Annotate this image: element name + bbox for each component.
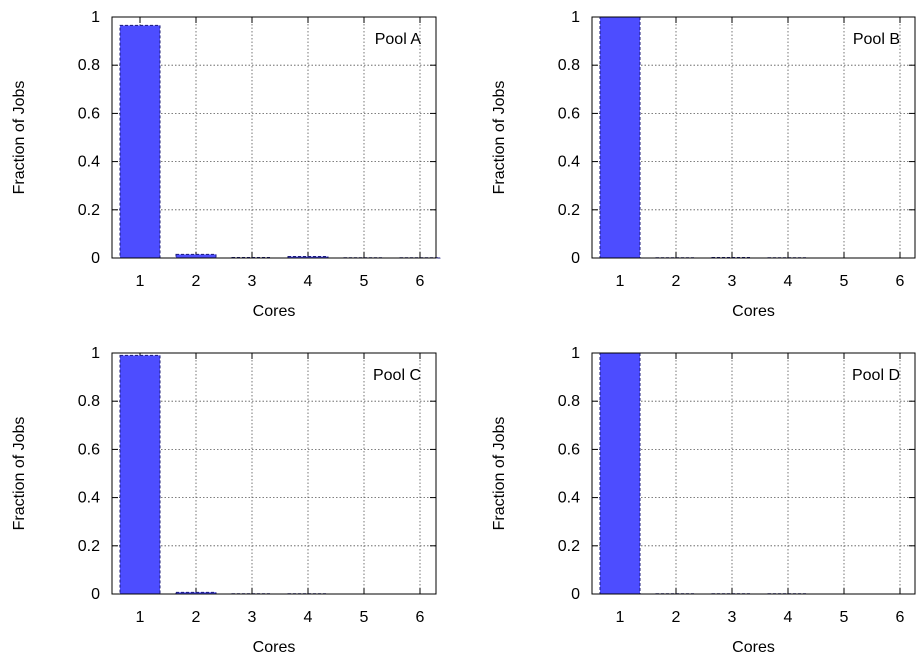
x-tick-label: 2 <box>672 609 681 626</box>
x-tick-label: 2 <box>192 609 201 626</box>
plot-frame <box>111 16 437 259</box>
bar-cores-1 <box>119 24 161 259</box>
x-tick-label: 6 <box>896 273 905 290</box>
x-tick-label: 1 <box>136 609 145 626</box>
x-tick-label: 5 <box>360 609 369 626</box>
x-tick-label: 2 <box>192 273 201 290</box>
y-tick-label: 0.8 <box>78 57 100 74</box>
plot-frame <box>591 352 916 595</box>
y-tick-label: 0.4 <box>558 154 580 171</box>
plot-frame <box>111 352 437 595</box>
y-tick-label: 0.6 <box>558 441 580 458</box>
series-key-label: Pool A <box>375 31 422 48</box>
y-axis-label: Fraction of Jobs <box>491 81 508 195</box>
y-tick-label: 0.4 <box>78 154 100 171</box>
y-tick-label: 0.8 <box>558 393 580 410</box>
y-tick-label: 0.6 <box>78 105 100 122</box>
bar-cores-1 <box>119 354 161 595</box>
y-tick-label: 0.8 <box>78 393 100 410</box>
x-tick-label: 4 <box>304 273 313 290</box>
chart-panel-pool-a: 0 0.2 0.4 0.6 0.8 1 1 2 3 4 5 6 Pool A Cores Fraction … <box>11 9 441 320</box>
y-tick-label: 0 <box>571 250 580 267</box>
y-tick-label: 1 <box>91 345 100 362</box>
x-tick-label: 4 <box>304 609 313 626</box>
series-key-label: Pool D <box>852 367 900 384</box>
x-tick-label: 4 <box>784 609 793 626</box>
x-tick-label: 1 <box>616 609 625 626</box>
y-tick-label: 0.2 <box>558 202 580 219</box>
x-tick-label: 5 <box>840 609 849 626</box>
y-tick-label: 0.8 <box>558 57 580 74</box>
y-tick-label: 0 <box>91 586 100 603</box>
x-tick-label: 3 <box>728 609 737 626</box>
x-axis-label: Cores <box>732 303 775 320</box>
y-axis-label: Fraction of Jobs <box>491 417 508 531</box>
bar-cores-1 <box>599 352 641 595</box>
y-tick-label: 0.4 <box>78 490 100 507</box>
y-tick-label: 0.2 <box>78 538 100 555</box>
x-axis-label: Cores <box>732 639 775 656</box>
bar-cores-1 <box>599 16 641 259</box>
chart-panel-pool-c: 0 0.2 0.4 0.6 0.8 1 1 2 3 4 5 6 Pool C Cores Fraction … <box>11 345 437 656</box>
y-tick-label: 0 <box>91 250 100 267</box>
y-tick-label: 0.6 <box>78 441 100 458</box>
series-key-label: Pool B <box>853 31 900 48</box>
x-tick-label: 3 <box>728 273 737 290</box>
y-tick-label: 1 <box>91 9 100 26</box>
chart-panel-pool-b: 0 0.2 0.4 0.6 0.8 1 1 2 3 4 5 6 Pool B Cores Fraction … <box>491 9 916 320</box>
y-tick-label: 1 <box>571 9 580 26</box>
x-axis-label: Cores <box>253 303 296 320</box>
y-tick-label: 0.4 <box>558 490 580 507</box>
x-tick-label: 3 <box>248 273 257 290</box>
bar-cores-2 <box>175 253 217 259</box>
y-tick-label: 0.2 <box>78 202 100 219</box>
x-tick-label: 6 <box>416 273 425 290</box>
y-axis-label: Fraction of Jobs <box>11 417 28 531</box>
x-tick-label: 5 <box>360 273 369 290</box>
x-tick-label: 1 <box>616 273 625 290</box>
x-tick-label: 1 <box>136 273 145 290</box>
x-tick-label: 4 <box>784 273 793 290</box>
y-tick-label: 0.6 <box>558 105 580 122</box>
x-tick-label: 6 <box>416 609 425 626</box>
x-tick-label: 2 <box>672 273 681 290</box>
x-tick-label: 5 <box>840 273 849 290</box>
y-tick-label: 0.2 <box>558 538 580 555</box>
chart-panel-pool-d: 0 0.2 0.4 0.6 0.8 1 1 2 3 4 5 6 Pool D Cores Fraction … <box>491 345 916 656</box>
plot-frame <box>591 16 916 259</box>
series-key-label: Pool C <box>373 367 421 384</box>
x-tick-label: 3 <box>248 609 257 626</box>
y-tick-label: 0 <box>571 586 580 603</box>
y-tick-label: 1 <box>571 345 580 362</box>
y-axis-label: Fraction of Jobs <box>11 81 28 195</box>
x-tick-label: 6 <box>896 609 905 626</box>
x-axis-label: Cores <box>253 639 296 656</box>
